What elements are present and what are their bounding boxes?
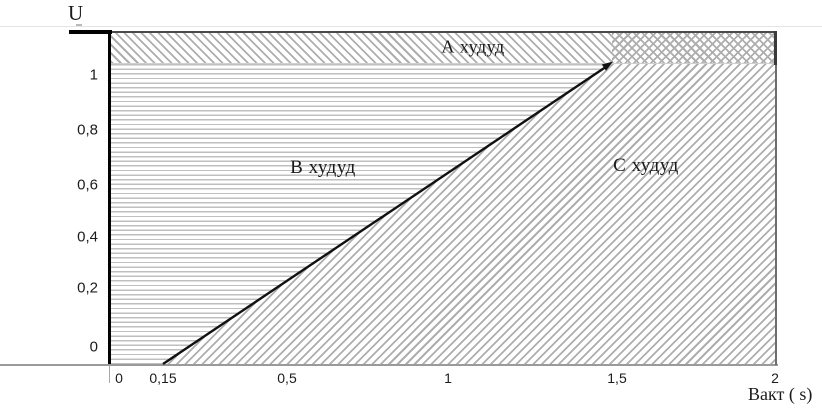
y-axis-tail	[109, 365, 110, 383]
y-tick-label: 0,4	[77, 228, 98, 246]
y-axis-line	[108, 30, 111, 365]
x-axis-title: Вакт ( s)	[748, 384, 813, 404]
x-tick-label: 2	[771, 370, 779, 386]
x-tick-label: 0	[115, 370, 123, 386]
y-axis-top-cap	[69, 30, 112, 34]
plot-lower-area	[111, 64, 775, 364]
y-axis-title: U	[68, 1, 84, 25]
x-axis-baseline	[0, 364, 778, 366]
region-a-crosshatch-overlap	[612, 33, 775, 63]
y-tick-label: 0	[89, 338, 98, 356]
x-tick-label: 0,15	[149, 370, 177, 386]
region-a-label: А худуд	[441, 36, 505, 57]
y-tick-label: 1	[89, 66, 98, 84]
x-tick-label: 0,5	[277, 370, 297, 386]
region-c-label: С худуд	[613, 155, 679, 176]
top-faint-line	[0, 26, 822, 27]
y-tick-label: 0,2	[77, 279, 98, 297]
u-tick-dash	[76, 24, 82, 26]
plot-right-border	[775, 31, 777, 365]
x-tick-label: 1,5	[607, 370, 627, 386]
region-b-label: В худуд	[290, 157, 356, 178]
plot-right-border-top	[774, 31, 777, 65]
plot-top-border	[111, 31, 777, 33]
y-tick-label: 0,8	[77, 121, 98, 139]
y-tick-label: 0,6	[77, 176, 98, 194]
x-tick-label: 1	[444, 370, 452, 386]
